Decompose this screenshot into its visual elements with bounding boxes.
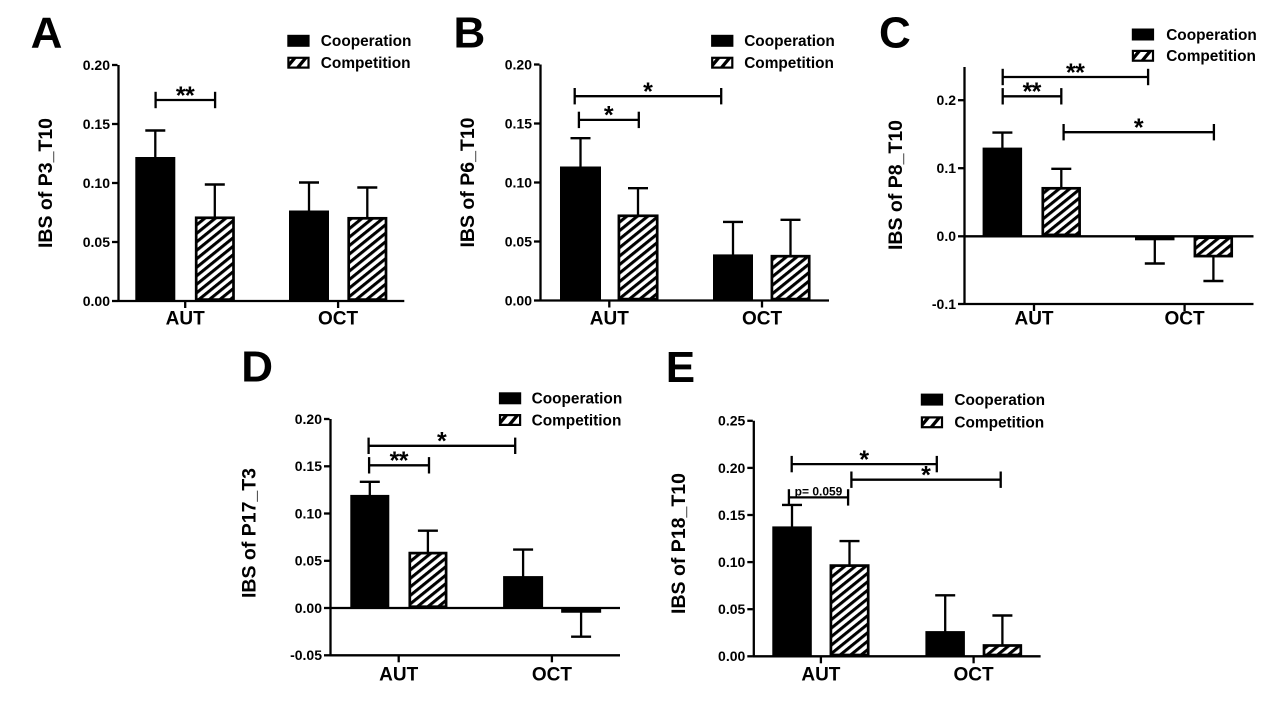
svg-text:OCT: OCT [954, 665, 995, 686]
svg-text:*: * [185, 82, 195, 110]
svg-text:AUT: AUT [379, 665, 418, 686]
svg-text:IBS of P6_T10: IBS of P6_T10 [457, 117, 479, 247]
svg-text:*: * [604, 102, 614, 130]
svg-text:0.00: 0.00 [295, 600, 322, 616]
svg-text:Cooperation: Cooperation [744, 33, 835, 50]
svg-text:0.00: 0.00 [83, 293, 110, 309]
svg-text:0.05: 0.05 [718, 601, 745, 617]
svg-text:OCT: OCT [532, 665, 573, 686]
svg-text:IBS of P3_T10: IBS of P3_T10 [35, 118, 57, 248]
svg-text:0.00: 0.00 [718, 648, 745, 664]
svg-text:0.00: 0.00 [505, 292, 532, 308]
svg-text:AUT: AUT [801, 665, 840, 686]
svg-text:0.20: 0.20 [718, 460, 745, 476]
svg-text:OCT: OCT [1165, 308, 1206, 329]
svg-text:*: * [1066, 59, 1076, 87]
svg-text:0.10: 0.10 [718, 554, 745, 570]
svg-text:0.15: 0.15 [295, 458, 322, 474]
svg-text:*: * [859, 446, 869, 474]
svg-text:IBS of P17_T3: IBS of P17_T3 [238, 468, 260, 598]
svg-text:*: * [1023, 78, 1033, 106]
svg-text:0.05: 0.05 [83, 234, 110, 250]
svg-text:0.15: 0.15 [505, 115, 532, 131]
svg-text:IBS of P8_T10: IBS of P8_T10 [885, 120, 907, 250]
svg-text:Cooperation: Cooperation [321, 33, 412, 50]
svg-text:0.10: 0.10 [295, 505, 322, 521]
svg-text:0.15: 0.15 [718, 507, 745, 523]
svg-text:Competition: Competition [744, 55, 834, 72]
svg-text:-0.1: -0.1 [932, 296, 956, 312]
svg-text:AUT: AUT [166, 308, 205, 329]
svg-text:0.20: 0.20 [505, 56, 532, 72]
svg-text:*: * [1134, 114, 1144, 142]
svg-text:*: * [921, 462, 931, 490]
svg-text:*: * [399, 447, 409, 475]
svg-text:Cooperation: Cooperation [1166, 27, 1257, 44]
svg-text:*: * [176, 82, 186, 110]
svg-text:*: * [1075, 59, 1085, 87]
svg-text:0.0: 0.0 [937, 228, 957, 244]
svg-text:0.20: 0.20 [83, 57, 110, 73]
svg-text:OCT: OCT [318, 308, 359, 329]
svg-text:IBS of P18_T10: IBS of P18_T10 [668, 473, 690, 614]
svg-text:0.25: 0.25 [718, 413, 745, 429]
svg-text:Cooperation: Cooperation [954, 392, 1045, 409]
svg-text:*: * [1032, 78, 1042, 106]
svg-text:A: A [31, 8, 63, 57]
svg-text:0.10: 0.10 [83, 175, 110, 191]
svg-text:*: * [437, 428, 447, 456]
svg-text:0.10: 0.10 [505, 174, 532, 190]
svg-text:D: D [241, 343, 273, 392]
svg-text:Competition: Competition [321, 55, 411, 72]
svg-text:Cooperation: Cooperation [532, 391, 623, 408]
svg-text:0.05: 0.05 [295, 553, 322, 569]
svg-text:-0.05: -0.05 [290, 647, 322, 663]
svg-text:0.20: 0.20 [295, 411, 322, 427]
svg-text:Competition: Competition [954, 415, 1044, 432]
svg-text:p= 0.059: p= 0.059 [795, 485, 843, 499]
svg-text:OCT: OCT [742, 308, 783, 329]
svg-text:B: B [454, 9, 486, 58]
svg-text:0.05: 0.05 [505, 233, 532, 249]
svg-text:E: E [666, 343, 695, 392]
svg-text:C: C [879, 8, 911, 57]
svg-text:*: * [643, 78, 653, 106]
svg-text:Competition: Competition [532, 412, 622, 429]
svg-text:0.1: 0.1 [937, 160, 957, 176]
svg-text:0.15: 0.15 [83, 116, 110, 132]
svg-text:Competition: Competition [1166, 48, 1256, 65]
svg-text:AUT: AUT [1014, 308, 1053, 329]
svg-text:*: * [390, 447, 400, 475]
svg-text:0.2: 0.2 [937, 92, 957, 108]
svg-text:AUT: AUT [590, 308, 629, 329]
